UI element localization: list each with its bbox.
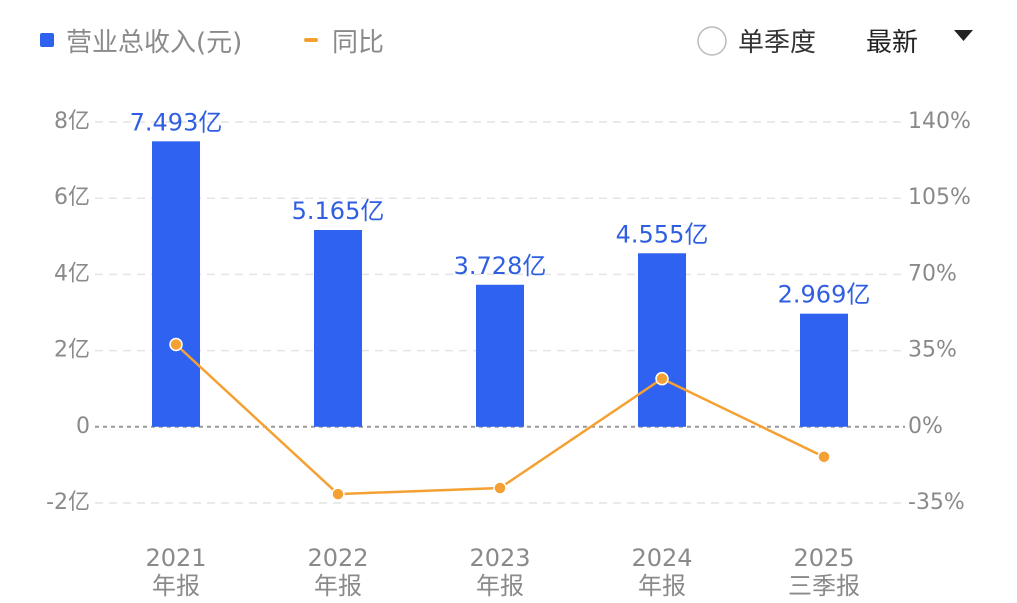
y-tick-label: 6亿 xyxy=(54,185,90,210)
legend-label: 营业总收入(元) xyxy=(66,28,243,58)
line-point xyxy=(817,450,831,464)
y-tick-label: 4亿 xyxy=(54,261,90,286)
x-tick-label: 2024 年报 xyxy=(631,544,693,600)
quarterly-toggle[interactable]: 单季度 xyxy=(738,28,817,58)
data-label: 2.969亿 xyxy=(778,281,871,309)
dropdown-arrow[interactable] xyxy=(954,30,973,41)
bar xyxy=(638,253,686,427)
line-point xyxy=(493,481,507,495)
period-select[interactable]: 最新 xyxy=(866,28,919,58)
line-point xyxy=(655,371,669,386)
x-tick-label: 2023 年报 xyxy=(469,544,531,600)
y-tick-label: 0% xyxy=(908,414,943,439)
data-label: 5.165亿 xyxy=(292,197,385,225)
legend-swatch xyxy=(40,33,54,47)
bar xyxy=(476,284,524,427)
radio[interactable] xyxy=(697,26,727,56)
y-tick-label: 8亿 xyxy=(54,109,90,134)
line-point xyxy=(331,487,345,501)
bar xyxy=(152,141,200,427)
x-tick-label: 2022 年报 xyxy=(307,544,369,600)
x-tick-label: 2025 三季报 xyxy=(788,544,860,600)
x-tick-label: 2021 年报 xyxy=(145,544,207,600)
data-label: 7.493亿 xyxy=(130,108,223,136)
bar xyxy=(800,313,848,427)
legend-label: 同比 xyxy=(332,28,385,58)
y-tick-label: 140% xyxy=(908,109,971,134)
bar xyxy=(314,230,362,427)
legend-swatch xyxy=(304,38,318,42)
y-tick-label: 0 xyxy=(76,414,90,439)
data-label: 4.555亿 xyxy=(616,220,709,248)
y-tick-label: 35% xyxy=(908,338,957,363)
data-label: 3.728亿 xyxy=(454,252,547,280)
y-tick-label: 70% xyxy=(908,261,957,286)
y-tick-label: -35% xyxy=(908,490,965,515)
y-tick-label: 105% xyxy=(908,185,971,210)
y-tick-label: 2亿 xyxy=(54,338,90,363)
line-point xyxy=(169,337,183,352)
y-tick-label: -2亿 xyxy=(46,490,90,515)
